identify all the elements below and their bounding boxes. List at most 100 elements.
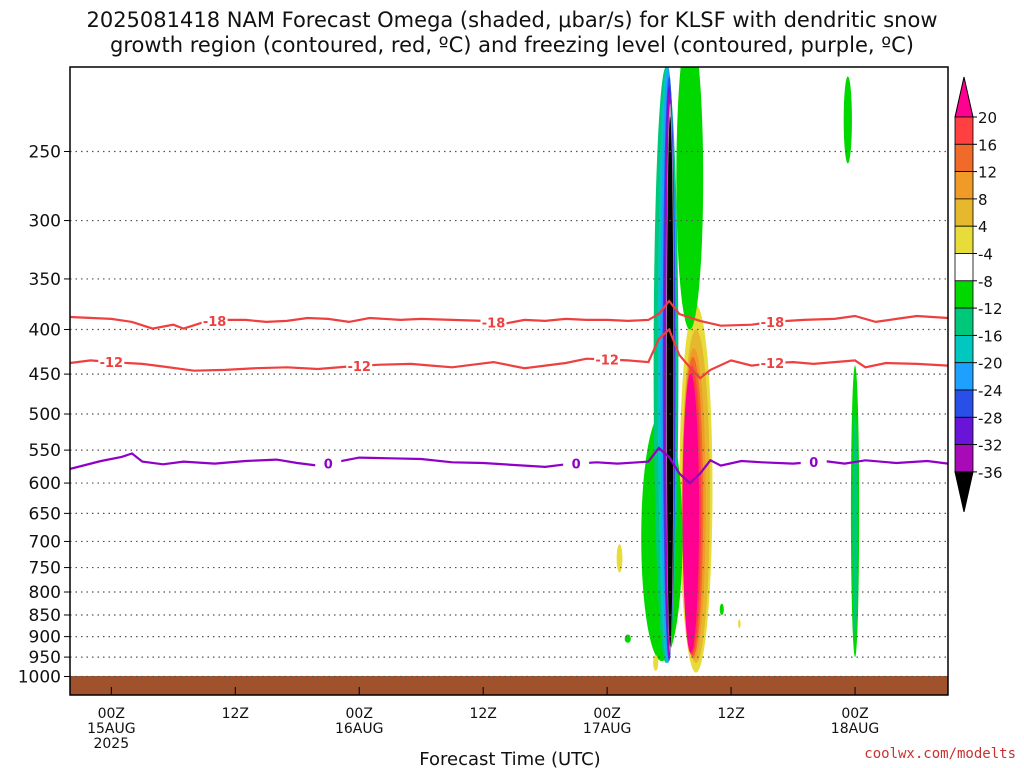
colorbar-label-4: 4 bbox=[978, 218, 988, 236]
temperature-contours: -18 -18 -18 -12 -12 -12 -12 0 0 0 bbox=[70, 299, 948, 485]
y-tick-label-500: 500 bbox=[29, 405, 61, 425]
colorbar-bottom-arrow bbox=[954, 471, 974, 513]
colorbar-bin-2 bbox=[954, 171, 974, 200]
colorbar-label-8: -16 bbox=[978, 327, 1003, 345]
colorbar-label-0: 20 bbox=[978, 109, 997, 127]
plot-frame bbox=[69, 66, 949, 696]
contour-label-bg-dgz_top-1 bbox=[480, 314, 507, 330]
y-tick-label-650: 650 bbox=[29, 504, 61, 524]
colorbar-label-13: -36 bbox=[978, 464, 1003, 482]
chart-title: 2025081418 NAM Forecast Omega (shaded, μ… bbox=[0, 8, 1024, 58]
x-tick-label-0-2: 2025 bbox=[93, 736, 129, 752]
credit-text: coolwx.com/modelts bbox=[864, 746, 1016, 762]
omega-patch-late-upper bbox=[843, 76, 852, 164]
contour-label-dgz_top-2: -18 bbox=[761, 316, 785, 331]
x-tick-label-12-0: 12Z bbox=[222, 706, 249, 722]
colorbar-label-6: -8 bbox=[978, 273, 993, 291]
x-tick-label-36-0: 12Z bbox=[469, 706, 496, 722]
y-tick-label-700: 700 bbox=[29, 532, 61, 552]
colorbar-bin-3 bbox=[954, 198, 974, 227]
omega-descent-core bbox=[682, 374, 700, 654]
colorbar-label-7: -12 bbox=[978, 300, 1003, 318]
colorbar-bin-12 bbox=[954, 444, 974, 473]
colorbar-label-11: -28 bbox=[978, 409, 1003, 427]
colorbar-label-3: 8 bbox=[978, 191, 988, 209]
colorbar-label-5: -4 bbox=[978, 246, 993, 264]
contour-label-bg-dgz_bottom-3 bbox=[759, 355, 786, 371]
contour-label-bg-dgz_bottom-1 bbox=[346, 357, 373, 373]
colorbar-bin-5 bbox=[954, 253, 974, 282]
contour-label-dgz_top-0: -18 bbox=[203, 315, 227, 330]
contour-label-freezing-2: 0 bbox=[809, 456, 818, 471]
y-tick-label-600: 600 bbox=[29, 474, 61, 494]
contour-label-freezing-0: 0 bbox=[324, 458, 333, 473]
contour-label-bg-dgz_bottom-0 bbox=[98, 354, 125, 370]
omega-ascent-4-upper bbox=[676, 67, 704, 330]
x-tick-label-48-1: 17AUG bbox=[583, 721, 632, 737]
colorbar-bin-4 bbox=[954, 225, 974, 254]
colorbar-label-10: -24 bbox=[978, 382, 1003, 400]
colorbar: 20 16 12 8 4 -4 -8 -12 -16 -20 -24 -28 -32 -36 bbox=[954, 76, 1003, 513]
colorbar-bin-6 bbox=[954, 280, 974, 309]
x-tick-label-48-0: 00Z bbox=[593, 706, 620, 722]
contour-label-dgz_bottom-3: -12 bbox=[761, 357, 785, 372]
y-tick-label-250: 250 bbox=[29, 143, 61, 163]
colorbar-bin-0 bbox=[954, 116, 974, 145]
colorbar-label-12: -32 bbox=[978, 437, 1003, 455]
y-tick-label-850: 850 bbox=[29, 606, 61, 626]
omega-patch-late-lower-2 bbox=[852, 414, 858, 637]
contour-dgz-bottom bbox=[70, 327, 948, 380]
omega-shading bbox=[616, 67, 860, 673]
y-tick-label-950: 950 bbox=[29, 648, 61, 668]
chart-title-line-2: growth region (contoured, red, ºC) and f… bbox=[110, 33, 914, 57]
contour-label-freezing-1: 0 bbox=[572, 458, 581, 473]
y-tick-label-300: 300 bbox=[29, 212, 61, 232]
x-tick-label-72-0: 00Z bbox=[841, 706, 868, 722]
omega-patch-small-green-2 bbox=[719, 603, 724, 615]
x-tick-label-60-0: 12Z bbox=[717, 706, 744, 722]
omega-patch-small-yellow bbox=[653, 655, 659, 671]
contour-label-bg-dgz_bottom-2 bbox=[594, 351, 621, 367]
colorbar-bin-7 bbox=[954, 307, 974, 336]
omega-ascent-core bbox=[666, 116, 674, 647]
x-tick-label-0-1: 15AUG bbox=[87, 721, 136, 737]
contour-label-bg-freezing-1 bbox=[563, 455, 590, 471]
y-tick-label-900: 900 bbox=[29, 628, 61, 648]
x-tick-label-72-1: 18AUG bbox=[831, 721, 880, 737]
y-tick-label-350: 350 bbox=[29, 270, 61, 290]
y-tick-label-400: 400 bbox=[29, 321, 61, 341]
y-tick-label-750: 750 bbox=[29, 559, 61, 579]
y-tick-label-550: 550 bbox=[29, 441, 61, 461]
terrain-ground bbox=[70, 676, 948, 695]
pressure-gridlines bbox=[70, 150, 948, 678]
omega-patch-small-yellow-2 bbox=[738, 619, 741, 629]
colorbar-label-2: 12 bbox=[978, 164, 997, 182]
y-tick-label-450: 450 bbox=[29, 365, 61, 385]
colorbar-bin-10 bbox=[954, 389, 974, 418]
colorbar-bin-9 bbox=[954, 362, 974, 391]
y-tick-label-800: 800 bbox=[29, 583, 61, 603]
y-tick-label-1000: 1000 bbox=[18, 668, 61, 688]
y-axis: 2503003504004505005506006507007508008509… bbox=[18, 143, 70, 688]
omega-patch-early-descent bbox=[616, 544, 623, 573]
contour-label-dgz_bottom-0: -12 bbox=[100, 356, 124, 371]
colorbar-top-arrow bbox=[954, 76, 974, 118]
contour-label-bg-freezing-0 bbox=[315, 455, 342, 471]
colorbar-bin-11 bbox=[954, 416, 974, 445]
x-tick-label-24-0: 00Z bbox=[346, 706, 373, 722]
contour-label-dgz_bottom-2: -12 bbox=[595, 354, 619, 369]
contour-label-bg-dgz_top-2 bbox=[759, 313, 786, 329]
colorbar-bin-8 bbox=[954, 334, 974, 364]
contour-label-bg-dgz_top-0 bbox=[201, 312, 228, 328]
colorbar-label-9: -20 bbox=[978, 355, 1003, 373]
contour-label-dgz_top-1: -18 bbox=[482, 316, 506, 331]
contour-label-bg-freezing-2 bbox=[800, 453, 827, 469]
x-axis-label: Forecast Time (UTC) bbox=[419, 749, 600, 768]
contour-label-dgz_bottom-1: -12 bbox=[347, 360, 371, 375]
chart-title-line-1: 2025081418 NAM Forecast Omega (shaded, μ… bbox=[86, 8, 938, 32]
omega-patch-small-green bbox=[624, 634, 631, 643]
colorbar-label-1: 16 bbox=[978, 136, 997, 154]
colorbar-bin-1 bbox=[954, 143, 974, 173]
